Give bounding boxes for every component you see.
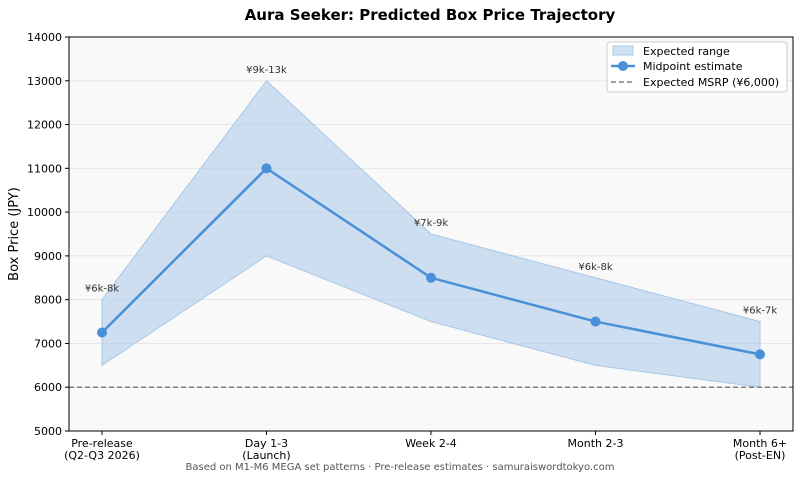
legend-label-midpoint: Midpoint estimate	[643, 60, 743, 73]
chart-title: Aura Seeker: Predicted Box Price Traject…	[245, 6, 616, 24]
y-tick-label: 11000	[27, 162, 62, 175]
x-tick-label-line: (Post-EN)	[735, 449, 786, 462]
range-annotation: ¥6k-8k	[85, 284, 119, 295]
legend-band-swatch	[612, 45, 634, 56]
legend-line-marker	[618, 61, 628, 71]
legend-label-range: Expected range	[643, 45, 730, 58]
x-tick-label: Day 1-3 (Launch)	[242, 437, 290, 462]
annotation-layer: ¥6k-8k ¥9k-13k ¥7k-9k ¥6k-8k ¥6k-7k	[85, 65, 777, 317]
legend-label-msrp: Expected MSRP (¥6,000)	[643, 76, 779, 89]
midpoint-marker	[426, 272, 436, 283]
x-tick-label-line: Day 1-3	[245, 437, 288, 450]
range-annotation: ¥6k-8k	[578, 262, 612, 273]
y-tick-label: 5000	[34, 425, 62, 438]
x-tick-label: Month 6+ (Post-EN)	[733, 437, 787, 462]
range-annotation: ¥7k-9k	[414, 218, 448, 229]
x-tick-label-line: (Q2-Q3 2026)	[64, 449, 140, 462]
y-axis-label: Box Price (JPY)	[7, 187, 22, 281]
legend-box	[606, 41, 788, 93]
x-tick-label-line: Month 6+	[733, 437, 787, 450]
range-annotation: ¥6k-7k	[743, 306, 777, 317]
y-tick-label: 14000	[27, 31, 62, 44]
x-tick-label-line: Pre-release	[71, 437, 133, 450]
midpoint-marker	[261, 163, 272, 174]
x-axis-ticks: Pre-release (Q2-Q3 2026) Day 1-3 (Launch) We…	[64, 431, 787, 462]
chart-footer: Based on M1-M6 MEGA set patterns · Pre-r…	[186, 462, 615, 473]
x-tick-label-line: Month 2-3	[568, 437, 624, 450]
x-tick-label-line: Week 2-4	[405, 437, 457, 450]
x-tick-label: Week 2-4	[405, 437, 457, 450]
range-annotation: ¥9k-13k	[246, 65, 287, 76]
y-tick-label: 9000	[34, 250, 62, 263]
midpoint-marker	[755, 349, 765, 360]
point-layer	[97, 163, 765, 360]
midpoint-marker	[590, 316, 601, 327]
y-tick-label: 13000	[27, 75, 62, 88]
y-tick-label: 7000	[34, 337, 62, 350]
midpoint-marker	[97, 327, 107, 338]
y-tick-label: 10000	[27, 206, 62, 219]
y-tick-label: 8000	[34, 294, 62, 307]
x-tick-label-line: (Launch)	[242, 449, 290, 462]
y-axis-ticks: 5000 6000 7000 8000 9000 10000 11000 12000 13000…	[27, 31, 69, 438]
y-tick-label: 12000	[27, 119, 62, 132]
legend: Expected range Midpoint estimate Expecte…	[606, 41, 788, 93]
x-tick-label: Pre-release (Q2-Q3 2026)	[64, 437, 140, 462]
x-tick-label: Month 2-3	[568, 437, 624, 450]
y-tick-label: 6000	[34, 381, 62, 394]
